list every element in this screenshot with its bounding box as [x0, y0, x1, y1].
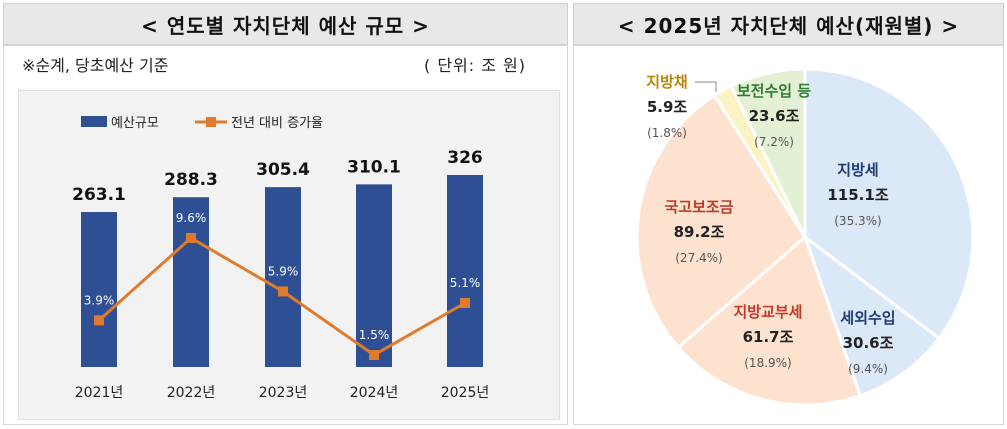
growth-label-2: 9.6%	[176, 211, 207, 225]
pie-value-3: 61.7조	[743, 328, 794, 346]
pie-label-4: 국고보조금	[664, 198, 733, 216]
pie-pct-1: (35.3%)	[834, 214, 881, 228]
growth-marker-1	[94, 315, 104, 326]
x-tick-label-2: 2022년	[167, 385, 216, 401]
right-panel-title: < 2025년 자치단체 예산(재원별) >	[573, 3, 1004, 45]
pie-slice-6	[729, 67, 807, 238]
pie-label-6: 보전수입 등	[737, 82, 811, 100]
pie-pct-3: (18.9%)	[744, 356, 791, 370]
pie-label-5: 지방채	[646, 73, 687, 91]
legend-marker-growth	[206, 117, 216, 127]
legend-label-budget: 예산규모	[111, 116, 159, 131]
bar-value-label-3: 305.4	[256, 160, 310, 180]
x-tick-label-1: 2021년	[75, 385, 124, 401]
pie-pct-6: (7.2%)	[754, 135, 794, 149]
pie-value-5: 5.9조	[647, 98, 688, 116]
growth-marker-3	[278, 286, 288, 297]
x-tick-label-3: 2023년	[259, 385, 308, 401]
pie-slice-3	[676, 234, 863, 407]
bar-value-label-2: 288.3	[164, 170, 218, 190]
bar-value-label-5: 326	[447, 148, 483, 168]
x-tick-label-5: 2025년	[441, 385, 490, 401]
unit-note: ( 단위: 조 원)	[424, 56, 527, 75]
growth-marker-2	[186, 233, 196, 243]
pie-value-4: 89.2조	[674, 223, 725, 241]
bar-4	[356, 184, 392, 367]
growth-label-5: 5.1%	[450, 276, 481, 290]
pie-value-1: 115.1조	[827, 186, 888, 204]
pie-slice-4	[635, 93, 807, 350]
right-panel-frame	[573, 45, 1004, 425]
growth-label-3: 5.9%	[268, 264, 299, 278]
basis-note: ※순계, 당초예산 기준	[22, 56, 169, 75]
bar-2	[173, 197, 209, 367]
bar-5	[447, 175, 483, 367]
bar-value-label-1: 263.1	[72, 185, 126, 205]
pie-label-1: 지방세	[837, 161, 878, 179]
bar-value-label-4: 310.1	[347, 157, 401, 177]
pie-slice-2	[801, 232, 942, 398]
left-panel-title: < 연도별 자치단체 예산 규모 >	[3, 3, 568, 45]
pie-label-3: 지방교부세	[733, 303, 802, 321]
pie-pct-4: (27.4%)	[675, 251, 722, 265]
bar-1	[81, 212, 117, 367]
left-panel-frame	[3, 45, 568, 425]
pie-value-6: 23.6조	[749, 107, 800, 125]
pie-leader-line	[695, 81, 717, 92]
bar-3	[265, 187, 301, 367]
growth-marker-5	[460, 298, 470, 308]
pie-label-2: 세외수입	[840, 309, 895, 327]
pie-slice-1	[803, 67, 975, 341]
growth-marker-4	[369, 350, 379, 360]
pie-pct-5: (1.8%)	[647, 126, 687, 140]
legend-swatch-budget	[81, 116, 107, 127]
x-tick-label-4: 2024년	[350, 385, 399, 401]
growth-label-4: 1.5%	[359, 328, 390, 342]
pie-pct-2: (9.4%)	[848, 362, 888, 376]
growth-label-1: 3.9%	[84, 293, 115, 307]
pie-value-2: 30.6조	[843, 334, 894, 352]
legend-label-growth: 전년 대비 증가율	[231, 116, 323, 131]
